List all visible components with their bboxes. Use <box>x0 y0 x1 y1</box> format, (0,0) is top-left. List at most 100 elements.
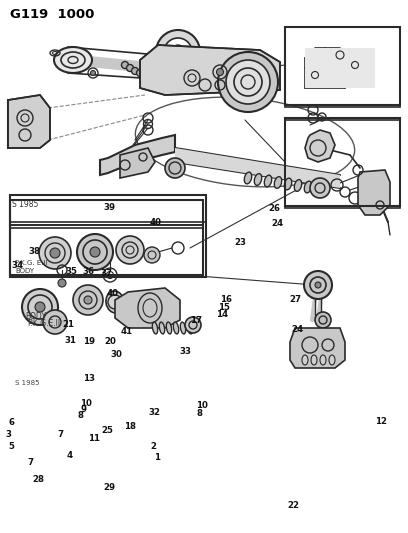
Text: 36: 36 <box>83 268 95 276</box>
Polygon shape <box>305 130 335 162</box>
Text: P.K.G.E.II: P.K.G.E.II <box>28 319 61 328</box>
Text: 10: 10 <box>196 401 208 409</box>
Circle shape <box>39 237 71 269</box>
Text: 16: 16 <box>220 295 233 304</box>
Text: 40: 40 <box>150 219 162 227</box>
Bar <box>10 200 203 228</box>
Circle shape <box>131 68 138 75</box>
Ellipse shape <box>254 174 262 185</box>
Ellipse shape <box>244 172 252 184</box>
Text: 41: 41 <box>120 327 133 336</box>
Polygon shape <box>8 95 50 148</box>
Circle shape <box>164 38 192 66</box>
Ellipse shape <box>320 355 326 365</box>
Text: S 1985: S 1985 <box>12 200 39 209</box>
Text: 32: 32 <box>148 408 160 416</box>
Text: 3: 3 <box>5 430 11 439</box>
Ellipse shape <box>180 322 186 334</box>
Bar <box>285 118 400 206</box>
Text: 7: 7 <box>57 431 64 439</box>
Ellipse shape <box>173 322 179 334</box>
Text: 25: 25 <box>101 426 113 435</box>
Text: 24: 24 <box>271 220 284 228</box>
Circle shape <box>310 178 330 198</box>
Text: 21: 21 <box>62 320 75 328</box>
Polygon shape <box>115 288 180 328</box>
Text: 13: 13 <box>83 374 95 383</box>
Text: 17: 17 <box>190 317 202 325</box>
Ellipse shape <box>187 322 193 334</box>
Text: 30: 30 <box>110 350 122 359</box>
Text: 8: 8 <box>78 411 84 420</box>
Text: 12: 12 <box>375 417 388 425</box>
Text: G119  1000: G119 1000 <box>10 8 94 21</box>
Ellipse shape <box>54 47 92 73</box>
Text: 5: 5 <box>9 442 14 451</box>
Polygon shape <box>140 45 280 95</box>
Polygon shape <box>290 328 345 368</box>
Text: 11: 11 <box>88 434 100 442</box>
Circle shape <box>304 271 332 299</box>
Ellipse shape <box>264 175 272 187</box>
Text: S 1985: S 1985 <box>15 380 40 386</box>
Text: BODY: BODY <box>15 268 34 274</box>
Text: 4: 4 <box>66 451 73 460</box>
Text: 34: 34 <box>11 261 23 270</box>
Circle shape <box>137 69 144 77</box>
Text: 27: 27 <box>290 295 302 304</box>
Ellipse shape <box>304 181 312 193</box>
Circle shape <box>90 247 100 257</box>
Text: 26: 26 <box>268 205 280 213</box>
Circle shape <box>43 310 67 334</box>
Circle shape <box>35 302 45 312</box>
Ellipse shape <box>311 355 317 365</box>
Bar <box>10 225 203 275</box>
Text: 10: 10 <box>80 399 92 408</box>
Polygon shape <box>358 170 390 215</box>
Bar <box>10 195 206 277</box>
Circle shape <box>116 236 144 264</box>
Text: 33: 33 <box>180 348 192 356</box>
Ellipse shape <box>166 322 172 334</box>
Text: 29: 29 <box>103 483 115 492</box>
Text: P.K.G. E.II: P.K.G. E.II <box>15 260 47 266</box>
Circle shape <box>77 234 113 270</box>
Text: 28: 28 <box>33 475 45 484</box>
Circle shape <box>58 279 66 287</box>
Polygon shape <box>100 135 175 175</box>
Text: 37: 37 <box>100 269 112 278</box>
Text: 22: 22 <box>288 501 300 510</box>
Circle shape <box>156 30 200 74</box>
Text: 18: 18 <box>124 422 136 431</box>
Circle shape <box>315 282 321 288</box>
Ellipse shape <box>152 322 157 334</box>
Circle shape <box>185 317 201 333</box>
Ellipse shape <box>302 355 308 365</box>
Text: 31: 31 <box>64 336 76 344</box>
Text: 38: 38 <box>29 247 41 256</box>
Circle shape <box>218 52 278 112</box>
Polygon shape <box>305 48 375 88</box>
Circle shape <box>144 247 160 263</box>
Text: 40: 40 <box>106 289 118 297</box>
Ellipse shape <box>329 355 335 365</box>
Text: 35: 35 <box>65 268 78 276</box>
Bar <box>285 27 400 107</box>
Text: 39: 39 <box>103 204 115 212</box>
Ellipse shape <box>274 176 282 188</box>
Text: BODY: BODY <box>25 312 46 321</box>
Bar <box>285 27 400 105</box>
Text: 20: 20 <box>104 337 116 345</box>
Bar <box>10 200 203 275</box>
Circle shape <box>165 158 185 178</box>
Text: 9: 9 <box>80 405 86 414</box>
Ellipse shape <box>294 180 302 191</box>
Circle shape <box>91 70 95 76</box>
Circle shape <box>73 285 103 315</box>
Ellipse shape <box>160 322 165 334</box>
Text: 2: 2 <box>150 442 156 451</box>
Text: 15: 15 <box>217 303 230 311</box>
Circle shape <box>315 312 331 328</box>
Circle shape <box>126 64 133 71</box>
Ellipse shape <box>106 291 124 313</box>
